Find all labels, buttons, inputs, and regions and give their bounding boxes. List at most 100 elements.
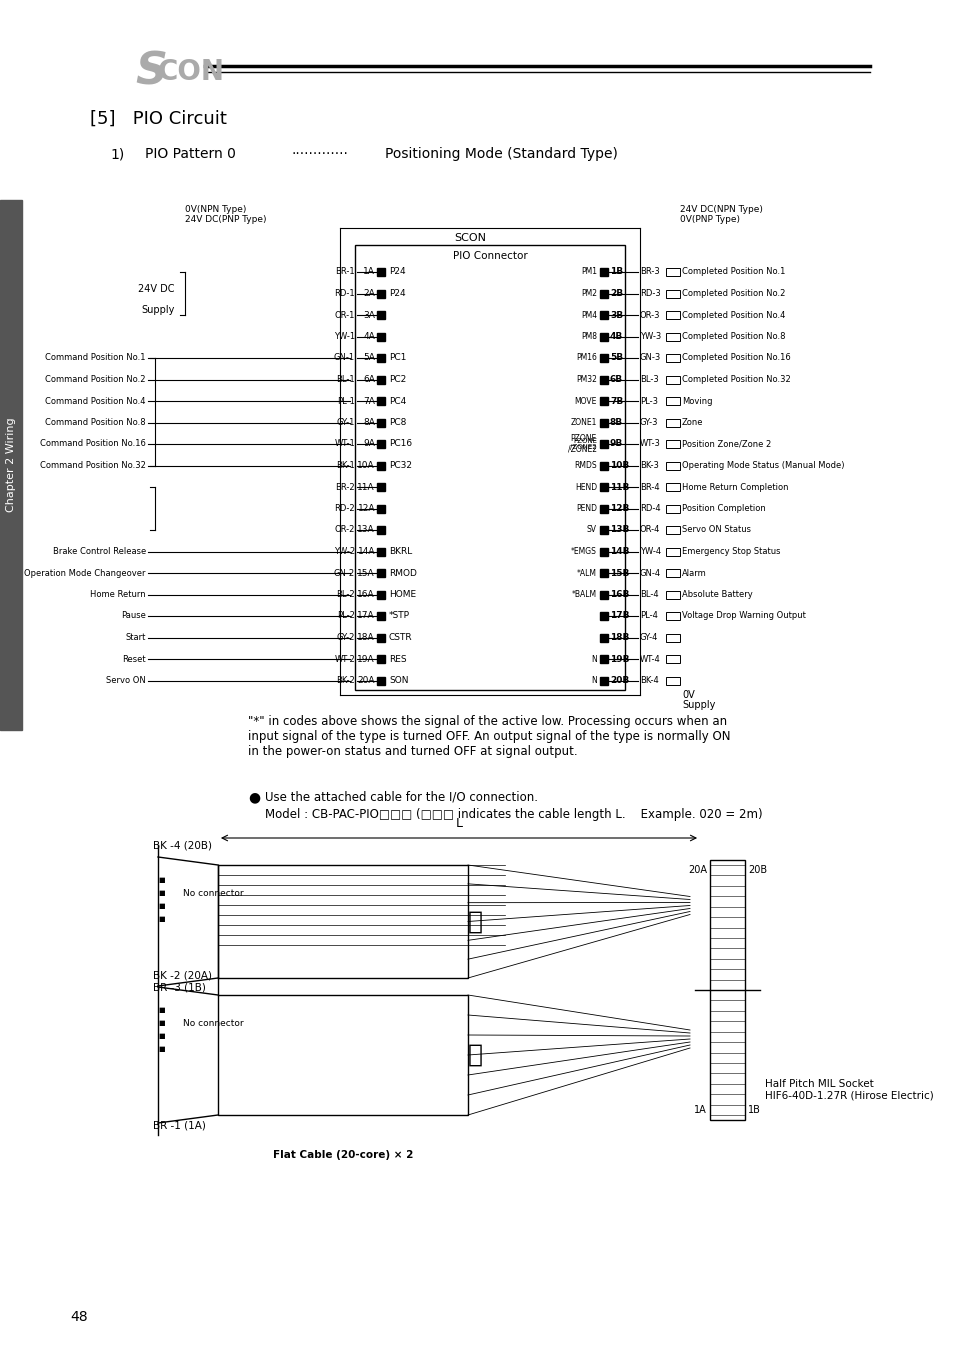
Text: [5]   PIO Circuit: [5] PIO Circuit bbox=[90, 109, 227, 128]
Text: 1A: 1A bbox=[363, 267, 375, 277]
Text: ■: ■ bbox=[158, 1021, 165, 1026]
Text: P24: P24 bbox=[389, 289, 405, 298]
Text: *ALM: *ALM bbox=[577, 568, 597, 578]
Bar bbox=[665, 568, 679, 576]
Text: OR-3: OR-3 bbox=[639, 310, 659, 320]
Text: Ⓐ: Ⓐ bbox=[467, 1044, 482, 1066]
Bar bbox=[599, 655, 607, 663]
Bar bbox=[665, 269, 679, 275]
Text: 5B: 5B bbox=[609, 354, 622, 363]
Text: ZONE1: ZONE1 bbox=[570, 418, 597, 427]
Text: 12B: 12B bbox=[609, 504, 629, 513]
Text: PZONE: PZONE bbox=[573, 437, 597, 444]
Text: RMOD: RMOD bbox=[389, 568, 416, 578]
Text: PM16: PM16 bbox=[576, 354, 597, 363]
Bar bbox=[665, 612, 679, 620]
Bar bbox=[599, 612, 607, 620]
Text: RD-2: RD-2 bbox=[334, 504, 355, 513]
Bar bbox=[376, 354, 385, 362]
Text: GN-3: GN-3 bbox=[639, 354, 660, 363]
Text: BL-2: BL-2 bbox=[336, 590, 355, 599]
Text: Flat Cable (20-core) × 2: Flat Cable (20-core) × 2 bbox=[273, 1150, 413, 1160]
Text: Command Position No.2: Command Position No.2 bbox=[46, 375, 146, 383]
Text: Command Position No.16: Command Position No.16 bbox=[40, 440, 146, 448]
Text: BK -4 (20B): BK -4 (20B) bbox=[152, 840, 212, 850]
Bar bbox=[665, 526, 679, 535]
Bar bbox=[599, 462, 607, 470]
Text: BK -2 (20A): BK -2 (20A) bbox=[152, 971, 212, 980]
Text: PEND: PEND bbox=[576, 504, 597, 513]
Text: HOME: HOME bbox=[389, 590, 416, 599]
Text: S: S bbox=[135, 50, 167, 93]
Text: BR-3: BR-3 bbox=[639, 267, 659, 277]
Text: Home Return: Home Return bbox=[91, 590, 146, 599]
Text: HEND: HEND bbox=[575, 482, 597, 491]
Text: 12A: 12A bbox=[357, 504, 375, 513]
Text: Reset: Reset bbox=[122, 655, 146, 663]
Text: 4A: 4A bbox=[363, 332, 375, 342]
Text: PC16: PC16 bbox=[389, 440, 412, 448]
Bar bbox=[665, 483, 679, 491]
Text: 6A: 6A bbox=[363, 375, 375, 383]
Bar bbox=[376, 568, 385, 576]
Text: Absolute Battery: Absolute Battery bbox=[681, 590, 752, 599]
Text: Servo ON Status: Servo ON Status bbox=[681, 525, 750, 535]
Text: GY-3: GY-3 bbox=[639, 418, 658, 427]
Text: 3B: 3B bbox=[609, 310, 622, 320]
Text: 16A: 16A bbox=[357, 590, 375, 599]
Text: 17A: 17A bbox=[357, 612, 375, 621]
Text: RES: RES bbox=[389, 655, 406, 663]
Text: Pause: Pause bbox=[121, 612, 146, 621]
Text: "*" in codes above shows the signal of the active low. Processing occurs when an: "*" in codes above shows the signal of t… bbox=[248, 716, 730, 757]
Bar bbox=[709, 860, 744, 1120]
Text: PM2: PM2 bbox=[580, 289, 597, 298]
Text: N: N bbox=[591, 655, 597, 663]
Bar bbox=[376, 676, 385, 684]
Text: 19A: 19A bbox=[357, 655, 375, 663]
Text: ■: ■ bbox=[158, 903, 165, 909]
Text: 8A: 8A bbox=[363, 418, 375, 427]
Bar bbox=[599, 568, 607, 576]
Text: 18A: 18A bbox=[357, 633, 375, 643]
Text: BKRL: BKRL bbox=[389, 547, 412, 556]
Text: 5A: 5A bbox=[363, 354, 375, 363]
Text: RD-1: RD-1 bbox=[334, 289, 355, 298]
Text: 19B: 19B bbox=[609, 655, 629, 663]
Bar bbox=[376, 526, 385, 535]
Text: SV: SV bbox=[586, 525, 597, 535]
Text: BR-4: BR-4 bbox=[639, 482, 659, 491]
Text: Positioning Mode (Standard Type): Positioning Mode (Standard Type) bbox=[385, 147, 618, 161]
Text: 13A: 13A bbox=[357, 525, 375, 535]
Bar bbox=[665, 655, 679, 663]
Text: 0V(NPN Type): 0V(NPN Type) bbox=[185, 205, 246, 215]
Text: Emergency Stop Status: Emergency Stop Status bbox=[681, 547, 780, 556]
Text: 0V(PNP Type): 0V(PNP Type) bbox=[679, 215, 740, 224]
Bar bbox=[665, 310, 679, 319]
Text: 48: 48 bbox=[70, 1310, 88, 1324]
Text: 20B: 20B bbox=[747, 865, 766, 875]
Text: ■: ■ bbox=[158, 917, 165, 922]
Bar bbox=[376, 397, 385, 405]
Bar bbox=[599, 590, 607, 598]
Text: 7A: 7A bbox=[363, 397, 375, 405]
Text: 11B: 11B bbox=[609, 482, 629, 491]
Text: 4B: 4B bbox=[609, 332, 622, 342]
Text: Supply: Supply bbox=[681, 701, 715, 710]
Bar bbox=[376, 612, 385, 620]
Text: 24V DC(NPN Type): 24V DC(NPN Type) bbox=[679, 205, 762, 215]
Bar bbox=[665, 354, 679, 362]
Text: 20B: 20B bbox=[609, 676, 629, 684]
Text: 2B: 2B bbox=[609, 289, 622, 298]
Text: /ZONE2: /ZONE2 bbox=[570, 444, 597, 450]
Bar bbox=[376, 655, 385, 663]
Bar bbox=[376, 505, 385, 513]
Text: WT-4: WT-4 bbox=[639, 655, 660, 663]
Text: P24: P24 bbox=[389, 267, 405, 277]
Text: *BALM: *BALM bbox=[571, 590, 597, 599]
Bar bbox=[376, 633, 385, 641]
Text: ■: ■ bbox=[158, 890, 165, 896]
Text: OR-2: OR-2 bbox=[335, 525, 355, 535]
Text: GY-2: GY-2 bbox=[336, 633, 355, 643]
Text: PM4: PM4 bbox=[580, 310, 597, 320]
Bar bbox=[665, 676, 679, 684]
